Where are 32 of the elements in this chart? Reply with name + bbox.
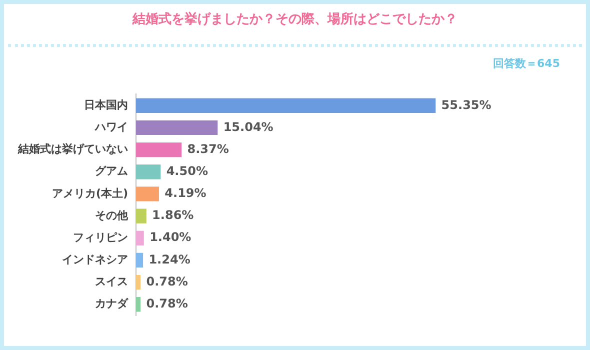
y-tick-label: アメリカ(本土) bbox=[52, 186, 128, 200]
bar bbox=[136, 230, 144, 246]
bar bbox=[136, 142, 182, 158]
y-tick-label: その他 bbox=[95, 208, 129, 222]
data-label: 8.37% bbox=[187, 142, 229, 156]
data-label: 55.35% bbox=[441, 98, 492, 112]
bar bbox=[136, 98, 436, 113]
data-label: 1.86% bbox=[152, 208, 194, 222]
chart-title: 結婚式を挙げましたか？その際、場所はどこでしたか？ bbox=[131, 10, 458, 28]
data-label: 1.40% bbox=[150, 230, 192, 244]
y-tick-label: 日本国内 bbox=[84, 98, 128, 112]
data-label: 0.78% bbox=[146, 296, 188, 310]
y-tick-label: インドネシア bbox=[62, 253, 128, 266]
y-tick-label: ハワイ bbox=[94, 120, 128, 134]
y-tick-label: グアム bbox=[95, 164, 128, 178]
bar bbox=[136, 274, 141, 290]
y-tick-label: スイス bbox=[95, 275, 128, 288]
bar bbox=[136, 252, 144, 268]
text: 回答数＝645 bbox=[493, 56, 560, 71]
data-label: 1.24% bbox=[148, 252, 190, 266]
bar bbox=[136, 297, 141, 312]
bar bbox=[136, 164, 161, 180]
y-tick-label: フィリピン bbox=[73, 230, 128, 244]
y-tick-label: 結婚式は挙げていない bbox=[17, 142, 128, 156]
data-label: 0.78% bbox=[146, 274, 188, 288]
data-label: 15.04% bbox=[223, 120, 274, 134]
bar bbox=[136, 186, 159, 202]
y-tick-label: カナダ bbox=[95, 297, 129, 310]
bar bbox=[136, 208, 146, 224]
data-label: 4.50% bbox=[166, 164, 208, 178]
data-label: 4.19% bbox=[164, 186, 206, 200]
bar bbox=[136, 120, 218, 136]
